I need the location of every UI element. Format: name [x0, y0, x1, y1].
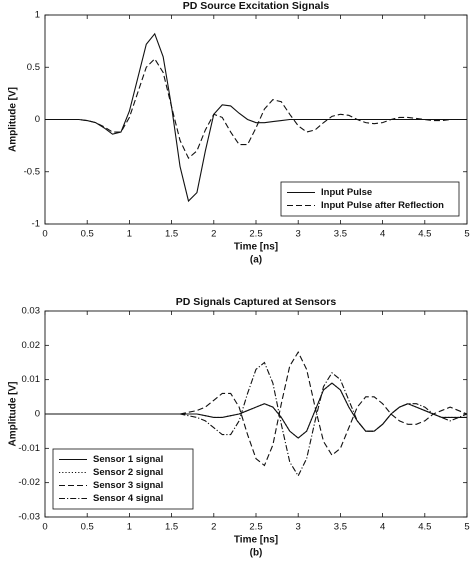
x-tick-label: 5 [464, 229, 469, 240]
y-tick-label: 0.03 [22, 306, 41, 317]
y-tick-label: -0.5 [24, 166, 40, 177]
x-tick-label: 3.5 [334, 229, 347, 240]
x-tick-label: 2.5 [249, 229, 262, 240]
x-tick-label: 5 [464, 522, 469, 533]
y-tick-label: -0.01 [18, 443, 40, 454]
x-axis-label: Time [ns] [234, 242, 278, 253]
x-tick-label: 0 [42, 229, 47, 240]
legend-label: Sensor 2 signal [93, 467, 163, 478]
legend-label: Sensor 3 signal [93, 480, 163, 491]
y-tick-label: 0.01 [22, 374, 41, 385]
data-line [45, 382, 467, 439]
x-tick-label: 1.5 [165, 229, 178, 240]
y-tick-label: 0.02 [22, 340, 41, 351]
data-line [45, 351, 468, 467]
chart-title: PD Signals Captured at Sensors [176, 296, 337, 308]
x-tick-label: 3 [296, 229, 301, 240]
x-tick-label: 0.5 [81, 229, 94, 240]
caption: (b) [250, 548, 263, 559]
y-tick-label: -0.03 [18, 512, 40, 523]
x-tick-label: 2 [211, 229, 216, 240]
y-axis-label: Amplitude [V] [8, 87, 19, 152]
x-tick-label: 0 [42, 522, 47, 533]
y-tick-label: 0 [35, 409, 40, 420]
x-tick-label: 1 [127, 522, 132, 533]
legend-label: Input Pulse after Reflection [321, 200, 444, 211]
data-line [45, 58, 467, 160]
y-tick-label: -0.02 [18, 477, 40, 488]
data-line [45, 361, 468, 477]
caption: (a) [250, 255, 262, 266]
x-tick-label: 0.5 [81, 522, 94, 533]
x-tick-label: 1.5 [165, 522, 178, 533]
x-tick-label: 2.5 [249, 522, 262, 533]
axes-frame [44, 14, 468, 225]
y-axis-label: Amplitude [V] [8, 382, 19, 447]
y-tick-label: 1 [35, 10, 40, 21]
legend-label: Sensor 1 signal [93, 454, 163, 465]
x-tick-label: 4 [380, 522, 385, 533]
legend-label: Sensor 4 signal [93, 493, 163, 504]
chart-title: PD Source Excitation Signals [183, 0, 330, 12]
x-tick-label: 3 [296, 522, 301, 533]
x-tick-label: 4.5 [418, 229, 431, 240]
y-tick-label: 0.5 [27, 62, 40, 73]
data-line [45, 32, 467, 203]
x-tick-label: 2 [211, 522, 216, 533]
legend-label: Input Pulse [321, 187, 372, 198]
x-tick-label: 3.5 [334, 522, 347, 533]
x-tick-label: 4 [380, 229, 385, 240]
x-axis-label: Time [ns] [234, 535, 278, 546]
legend-box [280, 181, 460, 217]
x-tick-label: 4.5 [418, 522, 431, 533]
x-tick-label: 1 [127, 229, 132, 240]
y-tick-label: -1 [32, 219, 40, 230]
y-tick-label: 0 [35, 114, 40, 125]
axes-frame [44, 310, 468, 518]
